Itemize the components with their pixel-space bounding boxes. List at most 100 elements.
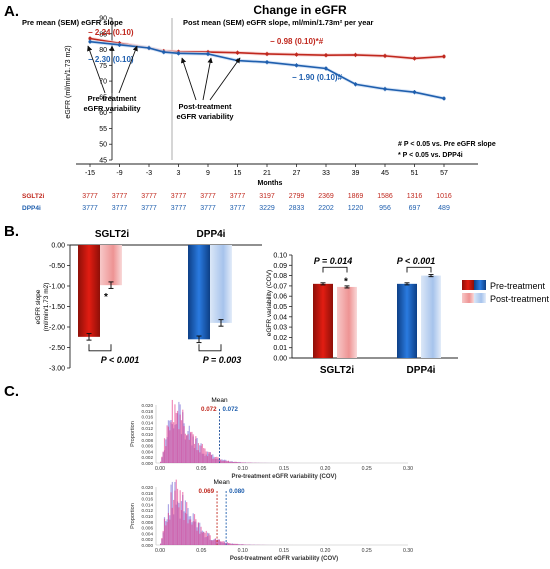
point-dpp4i-10 [353, 82, 358, 86]
hist-pre-bar-pink-24 [191, 431, 193, 463]
hist-post-ylabel: Proportion [130, 503, 136, 529]
hist-post-xtick-label-2: 0.10 [238, 548, 248, 554]
hist-post-ytick-label-5: 0.010 [142, 514, 154, 519]
hist-pre-bar-pink-5 [166, 425, 168, 463]
hist-pre-ytick-label-7: 0.014 [142, 420, 154, 425]
slope-ytick-label-4: -2.00 [49, 325, 65, 332]
hist-pre-bar-pink-15 [179, 414, 181, 463]
hist-pre-bar-pink-46 [220, 459, 222, 463]
n-sglt2i-2: 3777 [141, 193, 157, 200]
n-dpp4i-4: 3777 [200, 205, 216, 212]
hist-post-bar-pink-61 [239, 544, 241, 545]
hist-post-bar-pink-40 [212, 540, 214, 545]
hist-post-ytick-label-9: 0.018 [142, 491, 154, 496]
slope-ylabel-2: (ml/min/1.73 m2) [43, 283, 50, 332]
post-slope-heading: Post mean (SEM) eGFR slope, ml/min/1.73m… [183, 18, 374, 27]
hist-post-bar-pink-7 [169, 519, 171, 545]
hist-pre-bar-pink-17 [182, 409, 184, 463]
cov-ytick-label-7: 0.07 [273, 283, 287, 290]
hist-pre-bar-pink-29 [197, 443, 200, 463]
hist-pre-bar-pink-49 [223, 460, 226, 463]
cov-star-sglt2i: * [344, 276, 348, 287]
hist-post-bar-pink-2 [162, 530, 164, 545]
post-variability-label-1: Post-treatment [179, 102, 232, 111]
hist-pre-bar-pink-3 [163, 438, 166, 463]
hist-pre-xtick-label-4: 0.20 [320, 466, 330, 472]
post-variability-label-2: eGFR variability [176, 112, 234, 121]
cov-ytick-label-1: 0.01 [273, 345, 287, 352]
hist-pre-bar-pink-60 [238, 462, 240, 463]
hist-pre-bar-pink-31 [200, 445, 202, 463]
hist-pre-xtick-label-2: 0.10 [238, 466, 248, 472]
post-arrow-2 [202, 57, 213, 101]
point-dpp4i-8 [294, 63, 299, 67]
slope-bar-sglt2i-post [100, 245, 122, 286]
hist-post-bar-pink-15 [179, 490, 181, 545]
hist-post-xtick-label-0: 0.00 [155, 548, 165, 554]
line-chart-ytick-label-2: 55 [99, 126, 107, 133]
post-dpp4i-slope: − 1.90 (0.10)# [292, 73, 343, 82]
hist-pre-bar-pink-34 [204, 448, 206, 463]
hist-post-bar-pink-1 [161, 537, 163, 545]
hist-post-bar-pink-5 [166, 521, 168, 545]
line-chart-xtick-label-4: 9 [206, 170, 210, 177]
n-dpp4i-11: 697 [409, 205, 421, 212]
n-dpp4i-7: 2833 [289, 205, 305, 212]
hist-post-bar-pink-48 [222, 541, 224, 545]
hist-post-bar-pink-8 [170, 492, 172, 545]
hist-post-bar-pink-14 [178, 507, 180, 545]
footnote-pre-slope: # P < 0.05 vs. Pre eGFR slope [398, 141, 496, 148]
hist-pre-bar-pink-11 [174, 404, 176, 463]
hist-post-bar-pink-32 [201, 532, 203, 545]
hist-pre-bar-pink-53 [229, 461, 231, 463]
hist-pre-bar-pink-33 [203, 448, 205, 463]
line-chart-ytick-label-9: 90 [99, 16, 107, 23]
slope-bar-chart: 0.00 -0.50 -1.00 -1.50 -2.00 -2.50 -3.00 * [49, 243, 262, 373]
hist-pre-bar-pink-20 [186, 435, 188, 463]
hist-pre-bar-pink-40 [212, 458, 214, 463]
cov-group-dpp4i: DPP4i [407, 365, 436, 376]
hist-pre-ytick-label-8: 0.016 [142, 415, 154, 420]
hist-pre-bar-pink-22 [188, 439, 190, 463]
hist-post-bar-pink-27 [195, 519, 197, 545]
hist-pre-bar-pink-12 [175, 412, 177, 463]
hist-pre-bar-pink-19 [184, 433, 186, 463]
n-sglt2i-0: 3777 [82, 193, 98, 200]
point-dpp4i-12 [412, 90, 417, 94]
line-chart-xtick-label-12: 57 [440, 170, 448, 177]
hist-pre-bar-pink-35 [205, 451, 207, 463]
hist-pre-bar-pink-43 [216, 456, 218, 463]
hist-post-bar-pink-19 [184, 512, 186, 545]
hist-post-bar-pink-64 [243, 544, 245, 545]
line-chart-ytick-label-4: 65 [99, 94, 107, 101]
point-sglt2i-11 [383, 54, 387, 58]
slope-star-sglt2i: * [104, 292, 108, 303]
line-chart-xtick-label-5: 15 [234, 170, 242, 177]
hist-post-bar-pink-33 [203, 531, 205, 545]
hist-post-xtick-label-3: 0.15 [279, 548, 289, 554]
hist-post-mean-dpp4i: 0.080 [229, 488, 245, 495]
line-chart-xtick-label-7: 27 [293, 170, 301, 177]
n-sglt2i-10: 1586 [377, 193, 393, 200]
hist-pre-bar-pink-16 [180, 420, 183, 463]
hist-post-bar-pink-20 [186, 502, 188, 545]
hist-post-ytick-label-6: 0.012 [142, 508, 154, 513]
n-sglt2i-7: 2799 [289, 193, 305, 200]
hist-pre-bar-pink-48 [222, 460, 224, 463]
hist-post-mean-label: Mean [213, 479, 230, 486]
pre-dpp4i-slope: − 2.30 (0.10) [88, 55, 134, 64]
histogram-post: 0.0000.0020.0040.0060.0080.0100.0120.014… [130, 479, 413, 562]
hist-post-bar-pink-16 [180, 510, 183, 545]
hist-post-ytick-label-10: 0.020 [142, 485, 154, 490]
hist-pre-ytick-label-9: 0.018 [142, 409, 154, 414]
slope-bar-sglt2i-pre [78, 245, 100, 337]
hist-post-ytick-label-8: 0.016 [142, 497, 154, 502]
point-sglt2i-8 [294, 53, 299, 57]
hist-pre-bar-pink-42 [214, 457, 216, 463]
hist-post-bar-pink-53 [229, 543, 231, 545]
n-sglt2i-8: 2369 [318, 193, 334, 200]
hist-pre-bar-pink-37 [208, 451, 210, 463]
hist-pre-ytick-label-6: 0.012 [142, 426, 154, 431]
hist-post-bar-blue-60 [238, 544, 240, 545]
